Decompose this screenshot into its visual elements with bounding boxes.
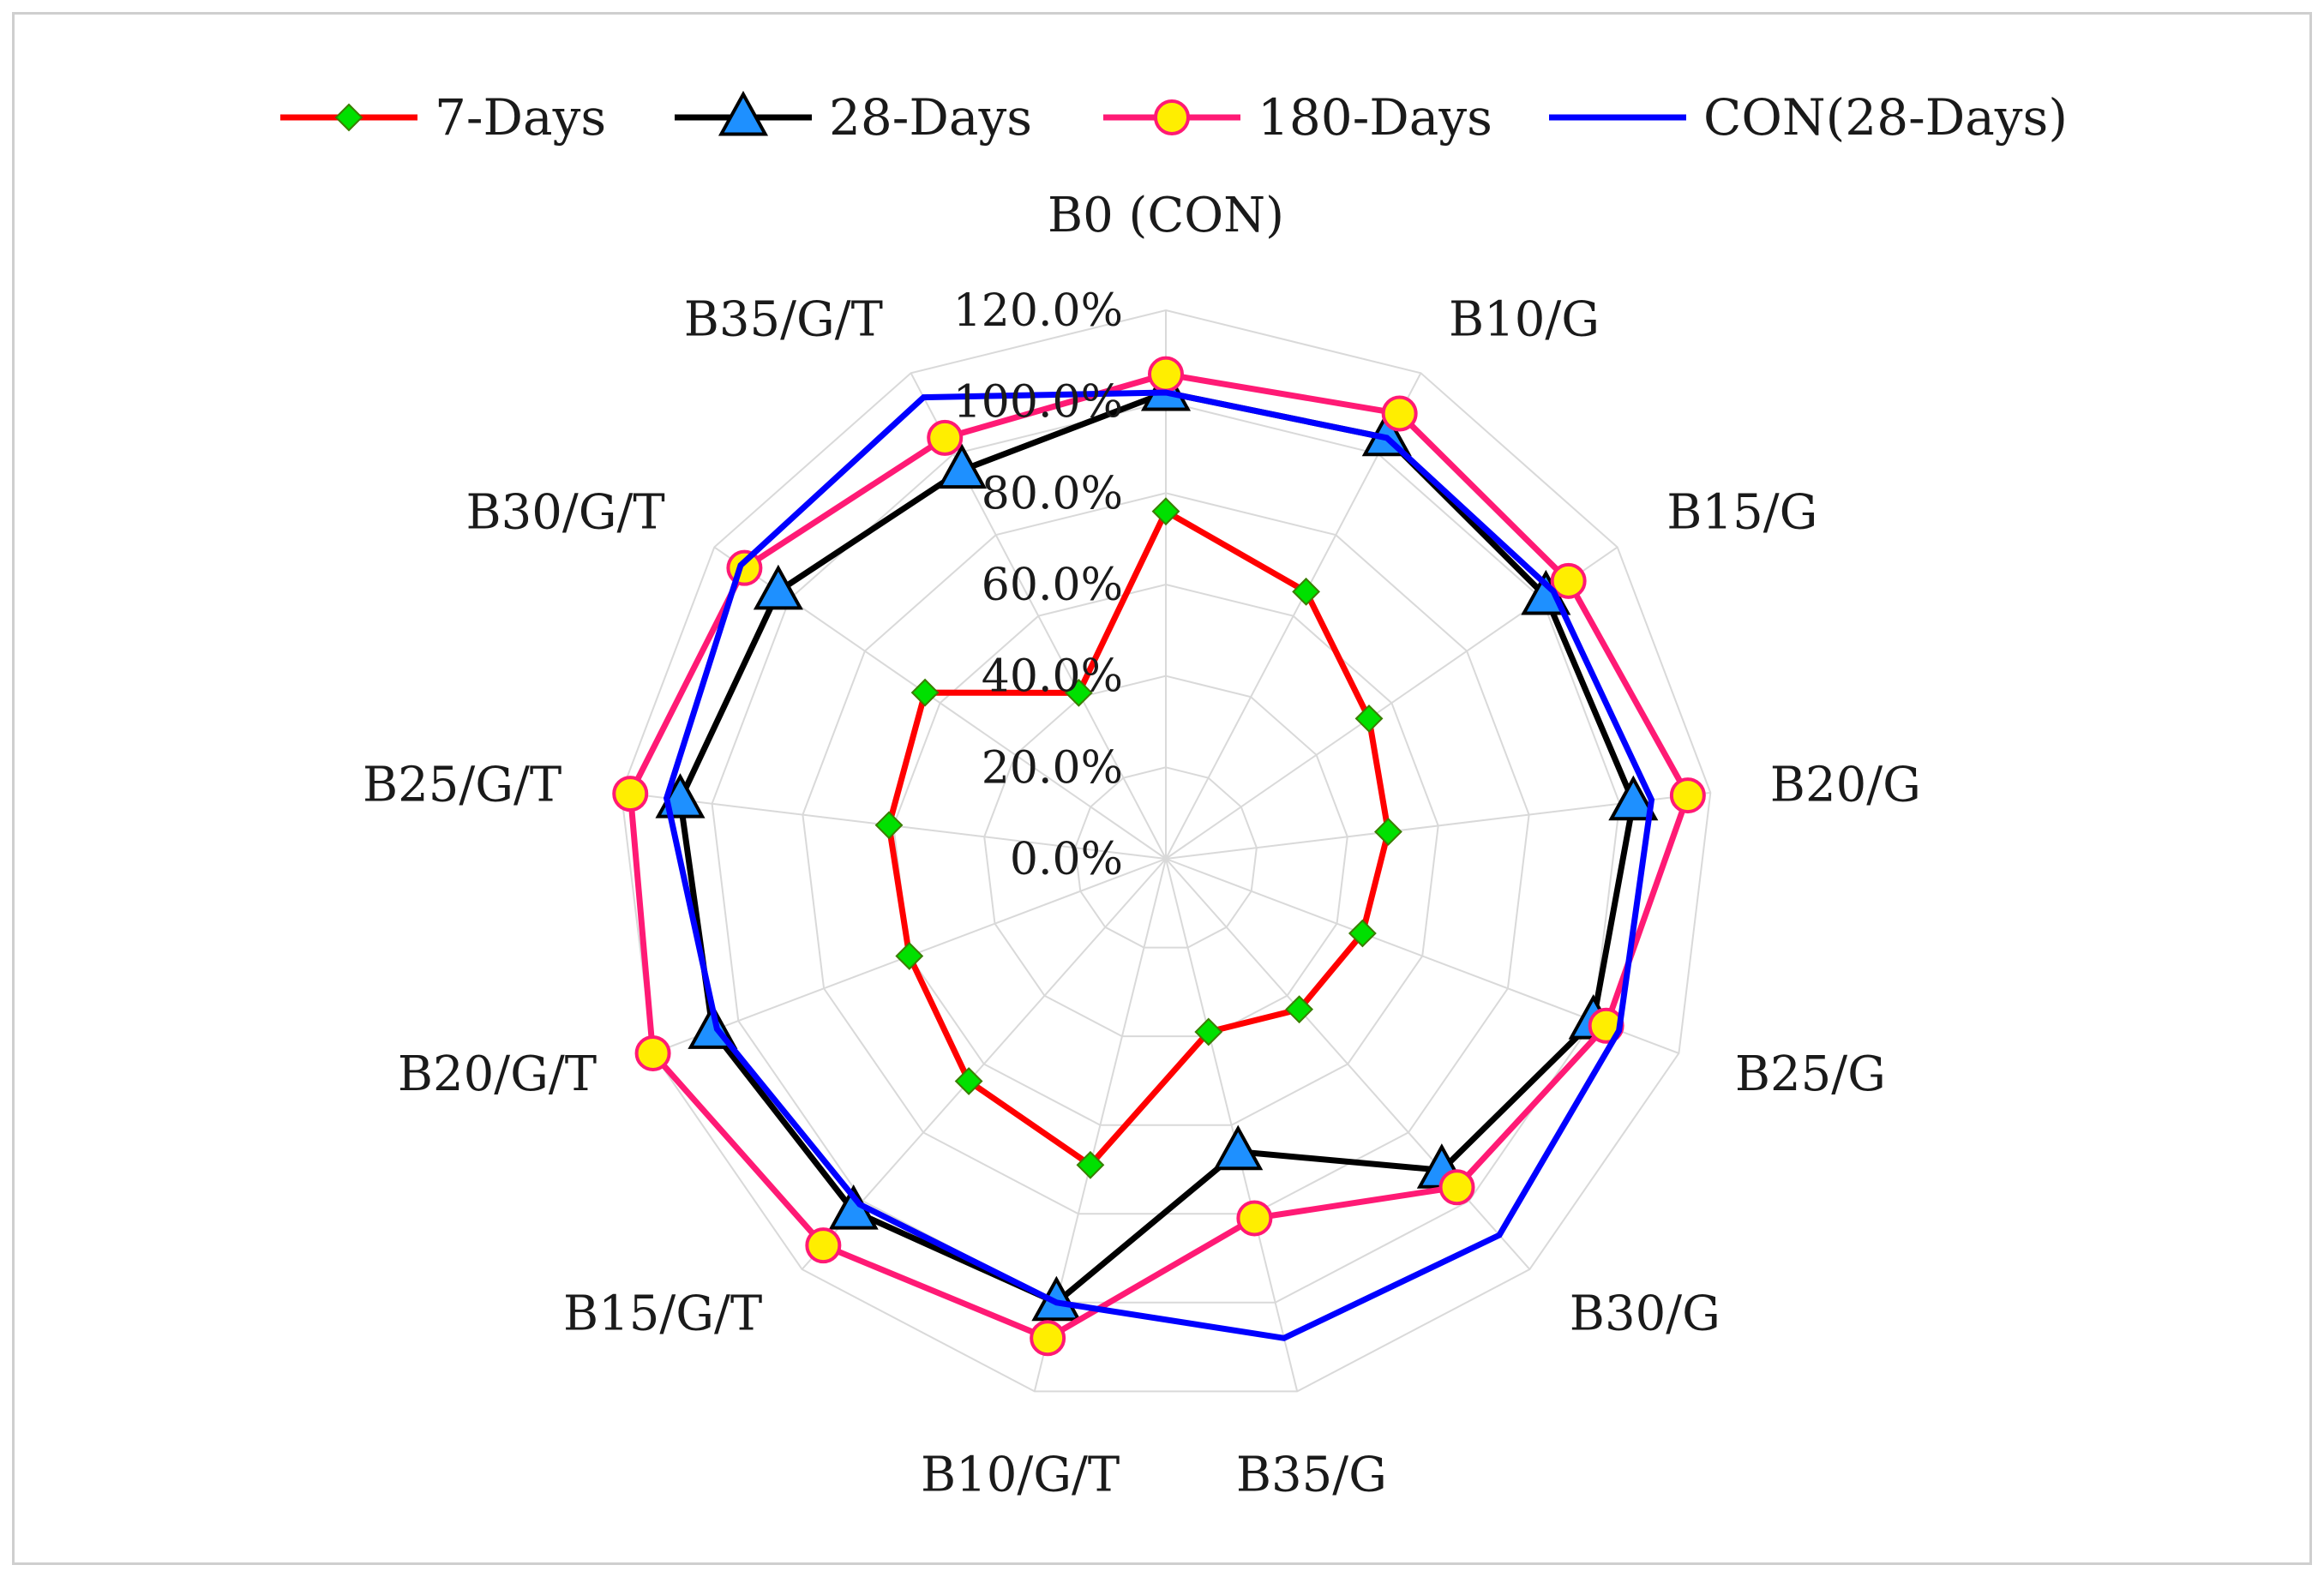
data-point <box>1381 395 1418 432</box>
data-point <box>1292 577 1320 606</box>
grid-spoke <box>910 372 1167 860</box>
category-label: B10/G <box>1449 291 1600 347</box>
data-point <box>1194 1017 1223 1046</box>
data-point <box>805 1227 842 1264</box>
legend-label: 180-Days <box>1258 88 1492 147</box>
data-point <box>937 443 988 489</box>
legend-item: 28-Days <box>675 88 1032 147</box>
legend-item: 180-Days <box>1103 88 1492 147</box>
data-point <box>1064 678 1093 707</box>
data-point <box>895 942 924 970</box>
radar-tick-labels: 0.0% 20.0% 40.0% 60.0% 80.0% 100.0% 120.0% <box>953 285 1123 885</box>
data-point <box>1374 818 1402 846</box>
legend-label: 28-Days <box>829 88 1032 147</box>
category-label: B10/G/T <box>921 1447 1120 1502</box>
series-7-Days <box>874 497 1402 1179</box>
tick-label: 60.0% <box>982 560 1123 611</box>
data-point <box>634 1034 671 1071</box>
category-label: B15/G <box>1666 485 1817 541</box>
data-point <box>1154 99 1190 135</box>
radar-category-labels: B0 (CON) B10/G B15/G B20/G B25/G B30/G B35/G B1… <box>363 188 1921 1502</box>
tick-label: 120.0% <box>953 285 1123 337</box>
grid-spoke <box>1165 858 1299 1392</box>
data-point <box>910 678 940 707</box>
radar-series <box>612 356 1706 1357</box>
grid-ring <box>983 675 1348 1038</box>
chart-frame: 0.0% 20.0% 40.0% 60.0% 80.0% 100.0% 120.0% B0 … <box>12 12 2312 1565</box>
data-point <box>612 776 649 812</box>
grid-ring <box>1074 766 1258 949</box>
data-point <box>1076 1150 1105 1179</box>
radar-grid <box>620 309 1712 1393</box>
tick-label: 100.0% <box>953 377 1123 429</box>
legend-item: 7-Days <box>280 88 606 147</box>
data-point <box>718 90 769 136</box>
data-point <box>874 811 904 840</box>
radar-chart: 0.0% 20.0% 40.0% 60.0% 80.0% 100.0% 120.0% B0 … <box>280 88 2068 1502</box>
category-label: B35/G <box>1236 1447 1387 1502</box>
category-label: B25/G/T <box>363 757 561 812</box>
category-label: B30/G <box>1570 1286 1720 1341</box>
data-point <box>1608 775 1659 821</box>
data-point <box>1151 497 1180 526</box>
category-label: B35/G/T <box>684 291 883 347</box>
legend-label: CON(28-Days) <box>1703 88 2068 147</box>
grid-ring <box>620 309 1712 1393</box>
tick-label: 80.0% <box>982 468 1123 519</box>
data-point <box>753 564 803 610</box>
series-line <box>663 389 1655 1341</box>
chart-legend: 7-Days 28-Days 180-Days CON(28-Days) <box>280 88 2068 147</box>
data-point <box>1438 1169 1475 1206</box>
data-point <box>726 549 763 586</box>
category-label: B20/G <box>1770 757 1921 812</box>
tick-label: 20.0% <box>982 742 1123 794</box>
series-line <box>676 389 1636 1306</box>
data-point <box>1354 704 1384 733</box>
data-point <box>1213 1124 1264 1171</box>
series-line <box>886 507 1391 1169</box>
grid-ring <box>711 400 1621 1304</box>
data-point <box>927 419 964 456</box>
grid-spoke <box>801 858 1167 1270</box>
data-point <box>1669 777 1706 814</box>
tick-label: 40.0% <box>982 651 1123 703</box>
category-label: B15/G/T <box>563 1286 762 1341</box>
category-label: B0 (CON) <box>1048 188 1284 243</box>
tick-label: 0.0% <box>1010 834 1123 885</box>
data-point <box>1148 356 1184 393</box>
data-point <box>1550 562 1587 599</box>
data-point <box>1348 919 1377 948</box>
grid-spoke <box>1165 858 1531 1270</box>
data-point <box>334 103 363 132</box>
data-point <box>954 1067 983 1095</box>
category-label: B30/G/T <box>465 485 664 541</box>
data-point <box>1285 995 1314 1024</box>
grid-ring <box>892 583 1439 1126</box>
data-point <box>1030 1320 1066 1357</box>
legend-item: CON(28-Days) <box>1549 88 2068 147</box>
series-CON(28-Days) <box>663 389 1655 1341</box>
category-label: B25/G <box>1735 1046 1886 1102</box>
data-point <box>1236 1200 1273 1237</box>
legend-label: 7-Days <box>435 88 606 147</box>
category-label: B20/G/T <box>398 1046 597 1102</box>
